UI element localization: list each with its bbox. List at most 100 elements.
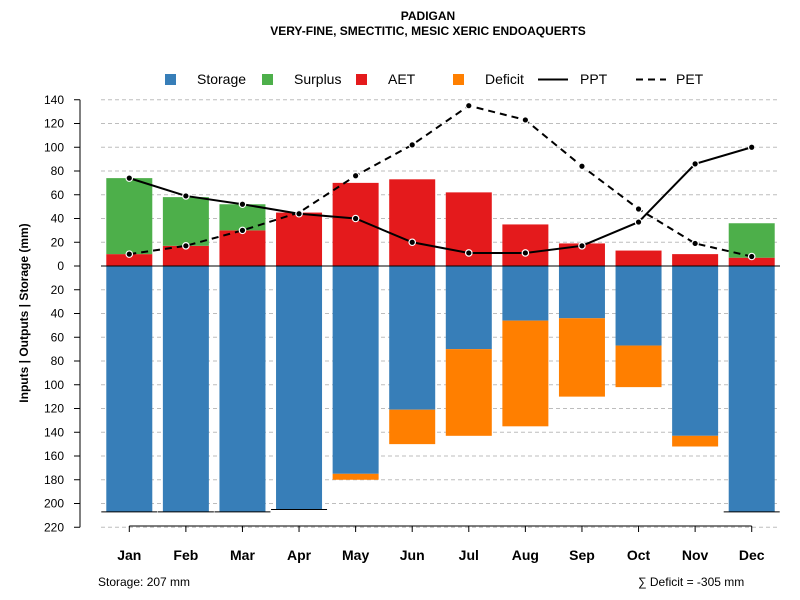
legend-label-ppt: PPT bbox=[580, 71, 608, 87]
lines bbox=[125, 101, 756, 261]
x-tick-label-oct: Oct bbox=[627, 547, 651, 563]
y-tick-label: 120 bbox=[44, 117, 64, 131]
y-tick-label: 60 bbox=[51, 330, 65, 344]
y-tick-label: 160 bbox=[44, 449, 64, 463]
bar-storage-apr bbox=[276, 266, 323, 510]
bar-aet-jan bbox=[106, 254, 153, 266]
grid bbox=[101, 99, 780, 528]
y-tick-label: 80 bbox=[51, 164, 65, 178]
bar-storage-jan bbox=[106, 266, 153, 512]
bar-aet-feb bbox=[162, 245, 209, 266]
bar-aet-mar bbox=[219, 230, 266, 266]
x-tick-label-sep: Sep bbox=[569, 547, 595, 563]
y-tick-label: 120 bbox=[44, 402, 64, 416]
bar-storage-jul bbox=[445, 266, 492, 350]
y-tick-label: 200 bbox=[44, 497, 64, 511]
bar-storage-feb bbox=[162, 266, 209, 512]
bar-aet-apr bbox=[276, 212, 323, 266]
bar-deficit-jun bbox=[389, 409, 436, 445]
ppt-point-oct bbox=[634, 218, 643, 226]
storage-summary: Storage: 207 mm bbox=[98, 575, 191, 589]
ppt-point-jan bbox=[125, 174, 134, 182]
x-tick-label-feb: Feb bbox=[173, 547, 198, 563]
legend bbox=[165, 74, 666, 85]
ppt-point-dec bbox=[747, 143, 756, 152]
bar-surplus-jan bbox=[106, 178, 153, 255]
legend-label-surplus: Surplus bbox=[294, 71, 342, 87]
bar-aet-jun bbox=[389, 179, 436, 266]
bar-deficit-nov bbox=[672, 435, 719, 447]
pet-point-dec bbox=[747, 252, 756, 261]
pet-point-feb bbox=[182, 242, 190, 250]
y-tick-label: 20 bbox=[51, 283, 65, 297]
pet-point-jun bbox=[408, 141, 417, 149]
ppt-point-jun bbox=[408, 238, 417, 247]
y-tick-label: 140 bbox=[44, 93, 64, 107]
legend-label-storage: Storage bbox=[197, 71, 247, 87]
y-tick-label: 40 bbox=[51, 307, 65, 321]
bars bbox=[101, 178, 780, 513]
bar-surplus-mar bbox=[219, 204, 266, 231]
y-axis-label: Inputs | Outputs | Storage (mm) bbox=[17, 223, 31, 403]
pet-point-mar bbox=[238, 226, 247, 235]
bar-storage-may bbox=[332, 266, 379, 474]
bar-deficit-sep bbox=[558, 318, 605, 397]
ppt-point-jul bbox=[464, 249, 473, 257]
x-tick-label-may: May bbox=[342, 547, 369, 563]
legend-swatch-surplus bbox=[262, 74, 273, 85]
chart-subtitle: VERY-FINE, SMECTITIC, MESIC XERIC ENDOAQ… bbox=[270, 24, 586, 38]
pet-point-jul bbox=[464, 101, 473, 110]
bar-storage-aug bbox=[502, 266, 549, 321]
ppt-point-mar bbox=[238, 200, 247, 209]
bar-aet-nov bbox=[672, 254, 719, 266]
x-tick-label-apr: Apr bbox=[287, 547, 312, 563]
bar-storage-jun bbox=[389, 266, 436, 410]
legend-label-deficit: Deficit bbox=[485, 71, 524, 87]
bar-aet-aug bbox=[502, 224, 549, 266]
bar-deficit-may bbox=[332, 473, 379, 480]
y-tick-label: 20 bbox=[51, 235, 65, 249]
x-tick-label-jan: Jan bbox=[117, 547, 141, 563]
ppt-point-feb bbox=[182, 192, 190, 200]
pet-point-oct bbox=[634, 205, 643, 213]
x-tick-label-nov: Nov bbox=[682, 547, 709, 563]
pet-line bbox=[129, 104, 752, 258]
x-tick-label-jul: Jul bbox=[459, 547, 479, 563]
y-tick-label: 40 bbox=[51, 212, 65, 226]
ppt-point-may bbox=[351, 214, 360, 223]
x-tick-label-dec: Dec bbox=[739, 547, 765, 563]
x-tick-label-aug: Aug bbox=[512, 547, 539, 563]
pet-point-nov bbox=[691, 239, 699, 248]
legend-label-aet: AET bbox=[388, 71, 416, 87]
y-axis: 1401201008060402002040608010012014016018… bbox=[44, 93, 81, 534]
y-tick-label: 0 bbox=[57, 259, 64, 273]
ppt-line bbox=[128, 146, 752, 254]
bar-storage-nov bbox=[672, 266, 719, 436]
chart-title: PADIGAN bbox=[400, 9, 456, 23]
y-tick-label: 100 bbox=[44, 140, 64, 154]
ppt-point-nov bbox=[691, 160, 699, 168]
bar-storage-sep bbox=[558, 266, 605, 319]
deficit-summary: ∑ Deficit = -305 mm bbox=[638, 575, 745, 589]
legend-swatch-deficit bbox=[453, 74, 464, 85]
bar-aet-dec bbox=[728, 257, 775, 266]
bar-deficit-jul bbox=[445, 349, 492, 436]
bar-storage-dec bbox=[728, 266, 775, 512]
bar-surplus-feb bbox=[162, 197, 209, 246]
legend-swatch-aet bbox=[356, 74, 367, 85]
legend-swatch-storage bbox=[165, 74, 176, 85]
x-tick-label-mar: Mar bbox=[230, 547, 255, 563]
ppt-point-sep bbox=[578, 242, 586, 250]
pet-point-sep bbox=[578, 162, 586, 171]
pet-point-jan bbox=[125, 250, 134, 258]
y-tick-label: 220 bbox=[44, 520, 64, 534]
pet-point-may bbox=[351, 171, 360, 180]
ppt-point-aug bbox=[521, 249, 530, 257]
y-tick-label: 180 bbox=[44, 473, 64, 487]
y-tick-label: 80 bbox=[51, 354, 65, 368]
y-tick-label: 140 bbox=[44, 425, 64, 439]
legend-label-pet: PET bbox=[676, 71, 704, 87]
bar-aet-oct bbox=[615, 250, 662, 266]
bar-storage-oct bbox=[615, 266, 662, 346]
